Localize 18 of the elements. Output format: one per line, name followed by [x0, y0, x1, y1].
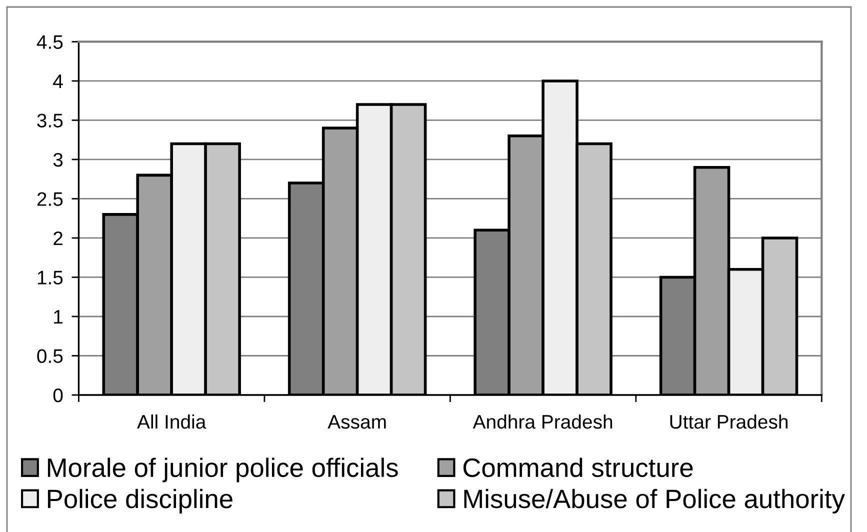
y-tick-label: 0 [53, 388, 63, 402]
legend-label: Morale of junior police officials [48, 458, 398, 482]
y-tick-label: 2.5 [37, 192, 63, 206]
y-tick-label: 2 [54, 231, 62, 246]
x-tick-label: Assam [328, 415, 386, 429]
y-tick-label: 1.5 [38, 270, 63, 284]
y-tick-label: 4 [53, 74, 63, 88]
y-tick-label: 1 [54, 310, 62, 324]
legend-label: Command structure [463, 458, 693, 478]
legend-label: Police discipline [48, 488, 232, 514]
x-tick-label: Uttar Pradesh [670, 414, 788, 429]
legend-label: Misuse/Abuse of Police authority [464, 488, 845, 514]
x-tick-label: Andhra Pradesh [472, 414, 612, 429]
y-tick-label: 3 [53, 152, 63, 167]
y-tick-label: 4.5 [36, 35, 63, 49]
x-tick-label: All India [137, 414, 206, 429]
y-tick-label: 0.5 [37, 349, 63, 363]
y-tick-label: 3.5 [37, 114, 63, 128]
